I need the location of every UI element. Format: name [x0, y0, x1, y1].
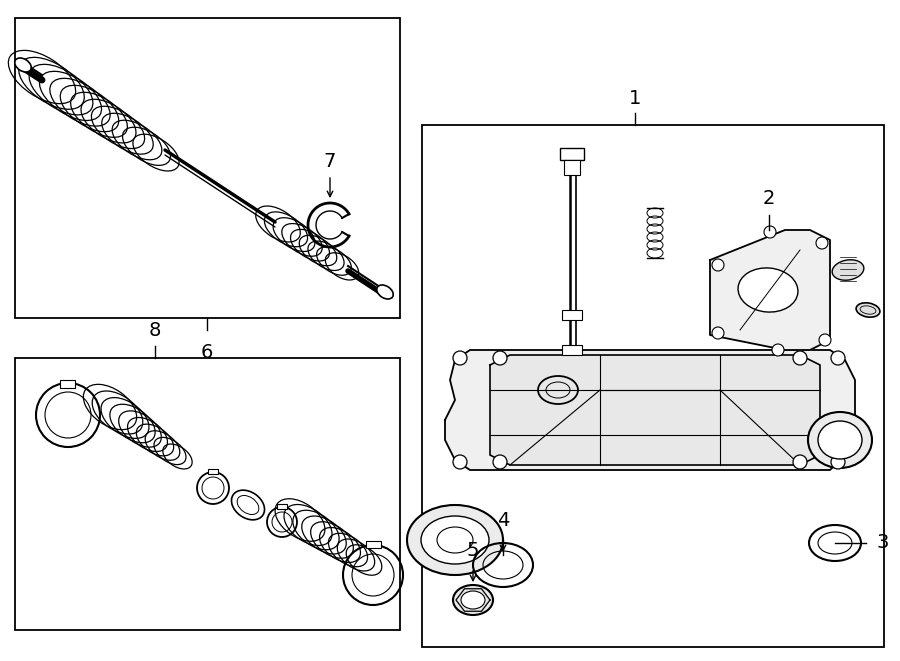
Text: 1: 1	[629, 89, 641, 108]
Bar	[422, 125, 884, 647]
Text: 3: 3	[877, 533, 889, 553]
Circle shape	[819, 334, 831, 346]
Polygon shape	[710, 230, 830, 350]
Text: 6: 6	[201, 343, 213, 362]
Bar	[60, 380, 75, 388]
Ellipse shape	[453, 585, 493, 615]
Circle shape	[831, 351, 845, 365]
Polygon shape	[490, 355, 820, 465]
Polygon shape	[445, 350, 855, 470]
Circle shape	[712, 327, 724, 339]
Text: 8: 8	[148, 321, 161, 340]
Bar	[562, 345, 582, 355]
Ellipse shape	[407, 505, 503, 575]
Ellipse shape	[377, 285, 393, 299]
Ellipse shape	[738, 268, 798, 312]
Text: 4: 4	[497, 511, 509, 530]
Bar	[560, 148, 584, 160]
Ellipse shape	[14, 58, 32, 72]
Circle shape	[816, 237, 828, 249]
Ellipse shape	[856, 303, 880, 317]
Circle shape	[831, 455, 845, 469]
Text: 5: 5	[467, 541, 479, 560]
Bar	[15, 358, 400, 630]
Bar	[564, 160, 580, 175]
Ellipse shape	[818, 421, 862, 459]
Circle shape	[453, 351, 467, 365]
Circle shape	[712, 259, 724, 271]
Ellipse shape	[832, 260, 864, 280]
Ellipse shape	[461, 591, 485, 609]
Circle shape	[793, 455, 807, 469]
Bar	[366, 541, 381, 548]
Bar	[562, 310, 582, 320]
Circle shape	[772, 344, 784, 356]
Text: 2: 2	[763, 189, 775, 208]
Bar	[15, 18, 400, 318]
Circle shape	[793, 351, 807, 365]
Bar	[277, 504, 287, 509]
Circle shape	[453, 455, 467, 469]
Text: 7: 7	[324, 152, 337, 171]
Ellipse shape	[808, 412, 872, 468]
Circle shape	[764, 226, 776, 238]
Circle shape	[493, 455, 507, 469]
Ellipse shape	[421, 516, 489, 564]
Bar	[208, 469, 218, 474]
Circle shape	[493, 351, 507, 365]
